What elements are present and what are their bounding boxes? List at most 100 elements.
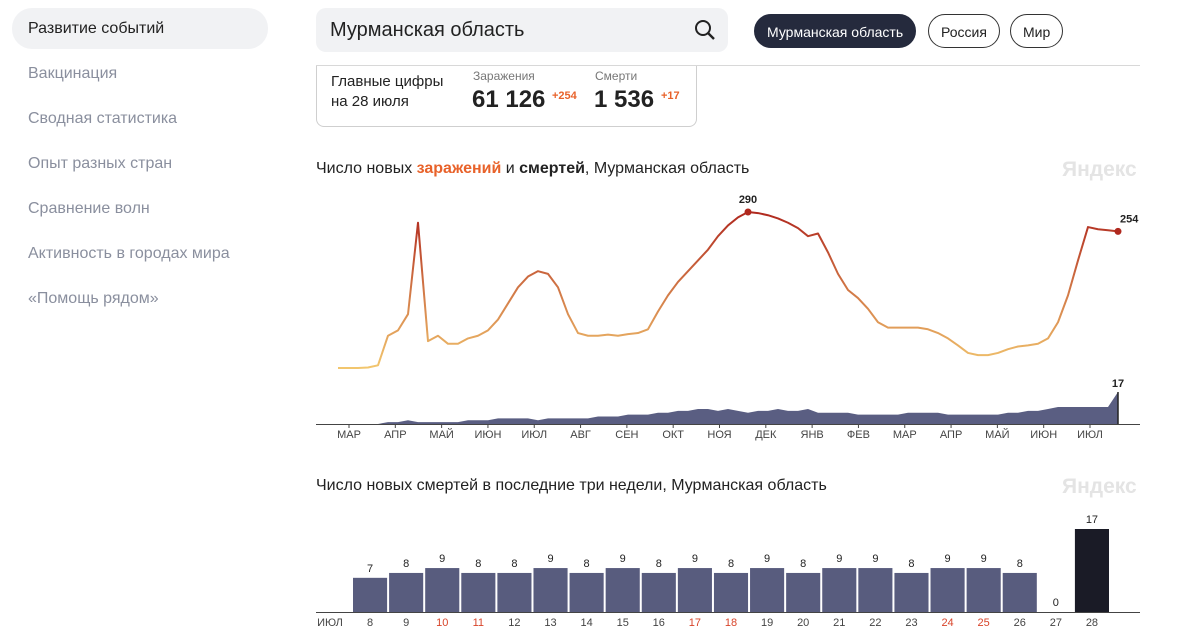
heading-line: на 28 июля (331, 93, 409, 110)
bar (750, 568, 785, 612)
summary-card: Главные цифры на 28 июля Заражения 61 126… (316, 66, 697, 127)
data-label: 9 (692, 553, 698, 565)
x-tick-label: МАР (337, 429, 361, 441)
title-part: и (501, 160, 520, 177)
x-tick-label: МАР (893, 429, 917, 441)
data-label: 8 (511, 558, 517, 570)
data-label: 8 (584, 558, 590, 570)
x-tick-label: 8 (367, 617, 373, 629)
bar (641, 572, 676, 612)
deaths-area (338, 392, 1118, 424)
nav-item[interactable]: Развитие событий (12, 8, 268, 49)
deaths-new: +17 (661, 90, 680, 102)
search-icon[interactable] (694, 19, 716, 41)
data-label: 8 (656, 558, 662, 570)
cases-line (338, 211, 1119, 369)
x-tick-label: 28 (1086, 617, 1098, 629)
bar (677, 568, 712, 612)
x-tick-label: 16 (653, 617, 665, 629)
x-tick-label: ИЮН (474, 429, 501, 441)
x-tick-label: МАЙ (429, 428, 453, 441)
bar (1002, 572, 1037, 612)
nav-item[interactable]: «Помощь рядом» (28, 290, 159, 307)
bar (930, 568, 965, 612)
chart-title: Число новых смертей в последние три неде… (316, 477, 827, 494)
x-tick-label: АПР (940, 429, 962, 441)
bar (605, 568, 640, 612)
x-tick-label: ЯНВ (801, 429, 824, 441)
x-tick-label: 25 (978, 617, 990, 629)
data-label: 9 (620, 553, 626, 565)
x-tick-label: 18 (725, 617, 737, 629)
data-label: 9 (439, 553, 445, 565)
summary-heading: Главные цифры на 28 июля (331, 72, 443, 112)
x-tick-label: ДЕК (755, 429, 777, 441)
bar (533, 568, 568, 612)
region-button[interactable]: Мир (1010, 14, 1064, 48)
nav-item[interactable]: Активность в городах мира (28, 245, 230, 262)
data-label: 9 (836, 553, 842, 565)
x-month-label: ИЮЛ (317, 617, 343, 629)
bar (822, 568, 857, 612)
heading-line: Главные цифры (331, 73, 444, 90)
title-part: смертей (519, 160, 585, 177)
bar (1074, 529, 1109, 612)
search-text: Мурманская область (330, 19, 525, 41)
data-label: 9 (872, 553, 878, 565)
divider (316, 65, 1140, 66)
data-label: 8 (403, 558, 409, 570)
bar (353, 577, 388, 612)
data-label: 254 (1120, 213, 1139, 225)
data-label: 290 (739, 194, 757, 206)
cases-total: 61 126 (472, 86, 546, 113)
region-button[interactable]: Мурманская область (754, 14, 917, 48)
deaths-label: Смерти (595, 69, 638, 83)
nav-item[interactable]: Сводная статистика (28, 110, 178, 127)
title-part: Число новых (316, 160, 417, 177)
x-tick-label: СЕН (615, 429, 638, 441)
bar (569, 572, 604, 612)
data-label: 17 (1086, 514, 1098, 526)
x-tick-label: 12 (508, 617, 520, 629)
x-tick-label: МАЙ (985, 428, 1009, 441)
x-tick-label: 11 (473, 617, 484, 629)
data-label: 8 (728, 558, 734, 570)
x-tick-label: ИЮЛ (521, 429, 547, 441)
nav-item[interactable]: Вакцинация (28, 65, 118, 82)
bar (894, 572, 929, 612)
x-tick-label: 17 (689, 617, 701, 629)
x-tick-label: 26 (1014, 617, 1026, 629)
bar (713, 572, 749, 612)
watermark: Яндекс (1062, 475, 1137, 498)
x-tick-label: 24 (941, 617, 953, 629)
x-tick-label: АПР (384, 429, 406, 441)
data-label: 9 (764, 553, 770, 565)
title-part: , Мурманская область (584, 160, 750, 177)
title-part: заражений (416, 160, 502, 177)
x-tick-label: ФЕВ (847, 429, 870, 441)
bar (786, 572, 821, 612)
search-box[interactable]: Мурманская область (316, 8, 728, 52)
x-tick-label: НОЯ (707, 429, 731, 441)
deaths-total: 1 536 (594, 86, 655, 113)
data-label: 0 (1053, 597, 1059, 609)
data-label: 9 (945, 553, 951, 565)
x-tick-label: ИЮН (1030, 429, 1057, 441)
data-label: 8 (800, 558, 806, 570)
x-tick-label: ОКТ (662, 429, 684, 441)
nav-item[interactable]: Опыт разных стран (28, 155, 173, 172)
bar (497, 572, 532, 612)
x-tick-label: 14 (580, 617, 592, 629)
cases-point (1114, 227, 1122, 235)
region-button[interactable]: Россия (928, 14, 1000, 48)
bar (425, 568, 460, 612)
chart-title: Число новых заражений и смертей, Мурманс… (316, 160, 749, 178)
data-label: 8 (1017, 558, 1023, 570)
x-tick-label: 22 (869, 617, 881, 629)
cases-new: +254 (552, 90, 577, 102)
nav-item[interactable]: Сравнение волн (28, 200, 150, 217)
x-tick-label: 13 (544, 617, 556, 629)
x-tick-label: 20 (797, 617, 809, 629)
